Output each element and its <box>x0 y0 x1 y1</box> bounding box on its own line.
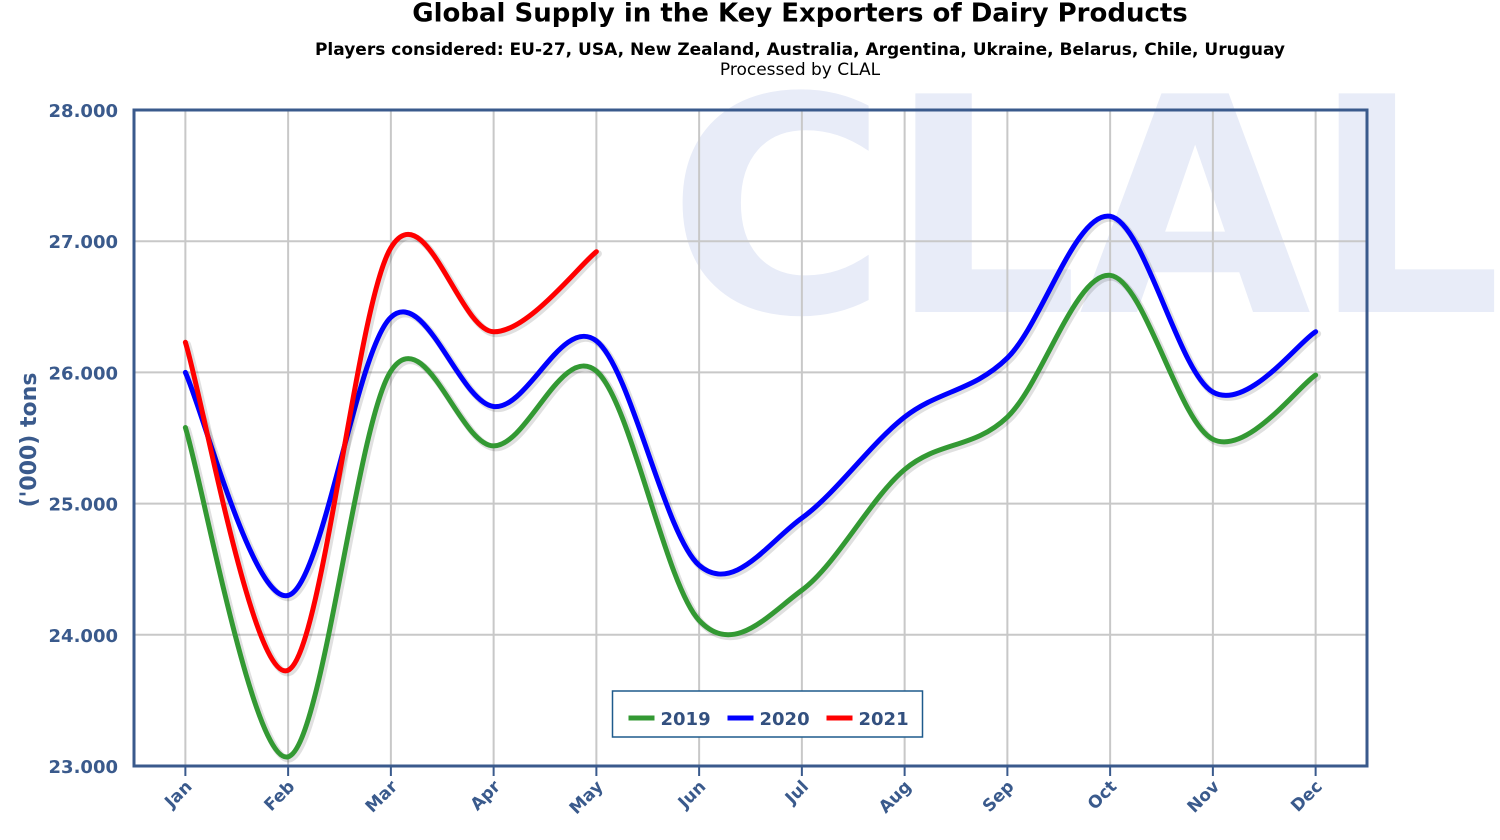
x-tick-label: May <box>566 777 608 819</box>
chart-note: Processed by CLAL <box>720 60 881 80</box>
plot-frame <box>132 108 1369 768</box>
series-line <box>182 272 1319 760</box>
legend-label: 2021 <box>859 709 909 730</box>
chart-title: Global Supply in the Key Exporters of Da… <box>412 0 1188 29</box>
x-tick-label: Nov <box>1184 777 1224 817</box>
y-axis-label: ('000) tons <box>17 373 42 508</box>
legend-box <box>611 690 924 738</box>
y-tick-label: 26.000 <box>49 363 118 384</box>
x-tick-label: Mar <box>362 776 403 817</box>
series-line <box>182 232 599 673</box>
legend-label: 2019 <box>661 709 711 730</box>
y-tick-label: 25.000 <box>49 495 118 516</box>
y-tick-label: 28.000 <box>49 101 118 122</box>
x-tick-label: Jul <box>781 777 813 809</box>
x-tick-label: Sep <box>979 777 1019 817</box>
watermark: CLAL <box>668 34 1500 383</box>
y-tick-label: 23.000 <box>49 757 118 778</box>
x-tick-label: Dec <box>1287 777 1326 816</box>
x-tick-label: Apr <box>467 776 505 814</box>
y-tick-label: 27.000 <box>49 232 118 253</box>
y-tick-label: 24.000 <box>49 626 118 647</box>
chart-subtitle: Players considered: EU-27, USA, New Zeal… <box>315 40 1285 60</box>
x-tick-label: Oct <box>1084 777 1121 814</box>
x-tick-label: Feb <box>261 777 300 816</box>
x-tick-label: Jan <box>160 777 196 813</box>
x-tick-label: Jun <box>674 777 710 813</box>
legend-label: 2020 <box>760 709 810 730</box>
x-tick-label: Aug <box>875 777 916 818</box>
